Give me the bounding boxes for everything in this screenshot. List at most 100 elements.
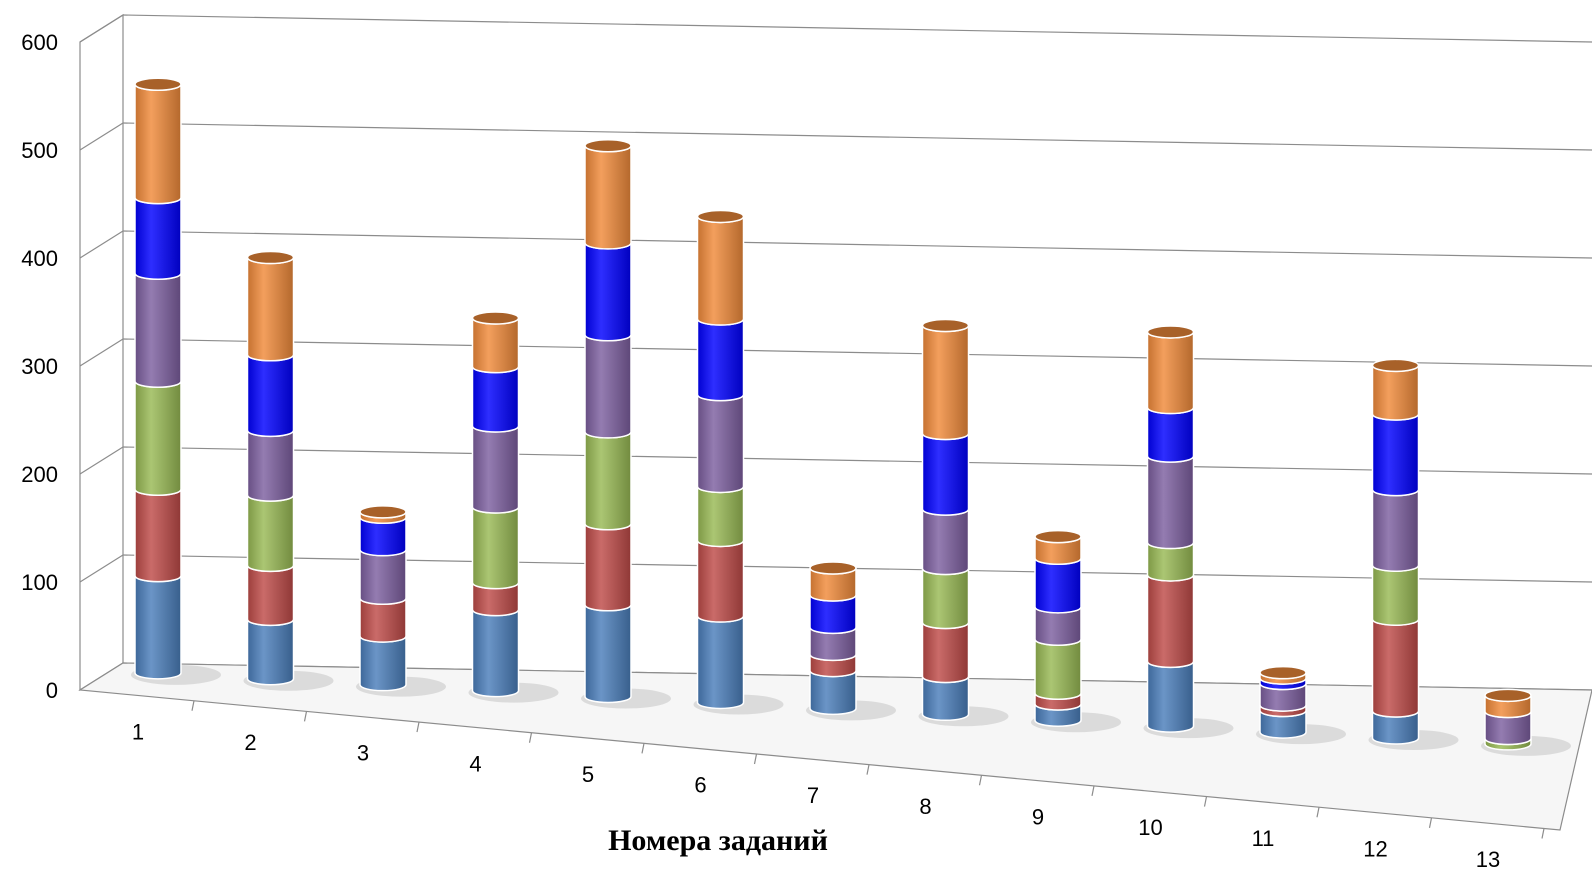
bar-segment	[921, 622, 970, 684]
bar-top-cap	[1034, 529, 1082, 544]
bar-segment	[584, 523, 632, 612]
bar-segment	[696, 216, 745, 326]
x-axis-ticks: 1 2 3 4 5 6 7 8 9 10 11 12 13	[132, 700, 1545, 872]
bar-stack-5	[584, 138, 632, 704]
bar-segment	[1371, 413, 1420, 497]
bar-segment	[471, 506, 520, 590]
y-tick-label: 600	[21, 30, 58, 55]
bar-top-cap	[359, 505, 407, 519]
x-tick-mark	[641, 743, 645, 754]
bar-stack-2	[246, 250, 295, 686]
bar-segment	[134, 489, 182, 583]
y-tick-label: 500	[21, 138, 58, 163]
bar-segment	[584, 242, 632, 342]
bar-segment	[1146, 407, 1195, 463]
gridline-side	[79, 14, 124, 43]
bar-segment	[471, 425, 520, 514]
bar-segment	[134, 381, 182, 496]
x-tick-label: 12	[1363, 836, 1387, 861]
bar-stack-8	[921, 318, 970, 722]
x-tick-mark	[1091, 785, 1095, 797]
bar-segment	[584, 604, 632, 704]
bar-stack-4	[471, 311, 520, 698]
bar-segment	[134, 575, 182, 680]
x-tick-mark	[528, 732, 533, 743]
bar-segment	[1146, 661, 1195, 733]
x-tick-mark	[866, 764, 870, 775]
bar-top-cap	[134, 77, 182, 91]
x-tick-mark	[978, 775, 983, 786]
x-tick-label: 3	[357, 741, 369, 766]
gridline-side	[79, 230, 124, 259]
bar-segment	[246, 494, 295, 573]
x-tick-label: 7	[807, 783, 819, 808]
x-tick-label: 6	[694, 773, 706, 798]
x-tick-mark	[1203, 796, 1208, 807]
bar-stack-10	[1146, 325, 1195, 733]
bar-segment	[246, 257, 295, 362]
bar-segment	[696, 486, 745, 548]
bar-segment	[359, 635, 407, 692]
bar-segment	[471, 366, 520, 433]
bar-segment	[1371, 618, 1420, 718]
gridline	[122, 14, 1592, 43]
bar-segment	[1146, 455, 1195, 550]
bar-segment	[584, 334, 632, 439]
gridline-side	[79, 446, 124, 475]
bar-segment	[696, 394, 745, 494]
bar-segment	[696, 318, 745, 402]
bar-segment	[1371, 489, 1420, 572]
bar-stack-6	[696, 209, 745, 710]
x-tick-mark	[1428, 817, 1433, 828]
bar-top-cap	[584, 138, 632, 153]
bar-segment	[359, 549, 407, 606]
bar-segment	[1371, 365, 1420, 421]
bar-segment	[921, 508, 970, 576]
x-axis-label: Номера заданий	[608, 824, 828, 857]
bar-top-cap	[1484, 688, 1532, 703]
gridline-side	[79, 338, 124, 367]
x-tick-mark	[1316, 807, 1320, 818]
y-tick-label: 400	[21, 246, 58, 271]
gridline	[122, 446, 1592, 475]
bar-segment	[471, 317, 520, 374]
bar-stack-7	[809, 561, 857, 716]
chart-floor	[78, 662, 1592, 831]
x-tick-mark	[753, 753, 758, 765]
bar-stack-13	[1484, 688, 1532, 751]
bar-top-cap	[1146, 325, 1195, 339]
bar-top-cap	[921, 318, 970, 333]
bar-stack-1	[134, 77, 182, 680]
bar-top-cap	[1371, 358, 1420, 373]
y-tick-label: 0	[46, 678, 58, 703]
bar-segment	[246, 619, 295, 686]
bar-segment	[1034, 639, 1082, 700]
x-tick-label: 2	[244, 730, 256, 755]
bars	[131, 77, 1571, 756]
y-tick-label: 200	[21, 462, 58, 487]
bar-segment	[921, 568, 970, 630]
x-tick-label: 4	[469, 751, 481, 776]
x-tick-label: 11	[1252, 826, 1275, 851]
x-tick-label: 10	[1138, 815, 1162, 840]
x-tick-label: 13	[1476, 847, 1500, 872]
bar-stack-12	[1371, 358, 1420, 745]
bar-stack-3	[359, 505, 407, 692]
bar-segment	[696, 615, 745, 710]
bar-top-cap	[1259, 665, 1307, 680]
bar-segment	[134, 197, 182, 280]
bar-segment	[1371, 564, 1420, 626]
bar-segment	[134, 273, 182, 388]
gridline	[122, 122, 1592, 151]
bar-segment	[696, 540, 745, 623]
gridline	[122, 554, 1592, 583]
bar-stack-9	[1034, 529, 1082, 727]
x-tick-label: 8	[919, 794, 931, 819]
bar-segment	[584, 145, 632, 250]
gridline	[122, 230, 1592, 259]
bar-segment	[1146, 574, 1195, 669]
x-tick-mark	[303, 711, 308, 722]
bar-segment	[471, 609, 520, 698]
bar-segment	[584, 431, 632, 531]
